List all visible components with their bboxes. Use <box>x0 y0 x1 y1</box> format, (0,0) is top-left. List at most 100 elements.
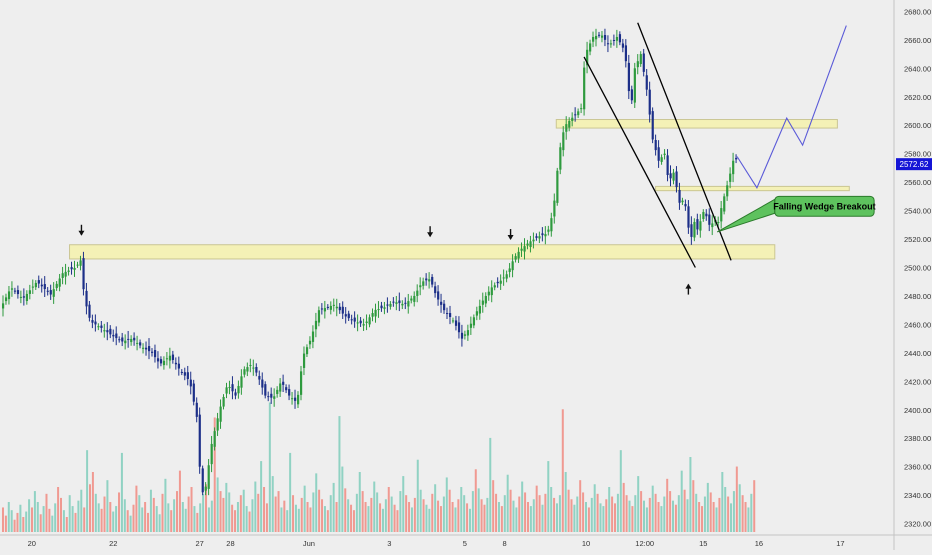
candle-body <box>332 304 335 306</box>
y-tick-label: 2620.00 <box>904 93 931 102</box>
candle-body <box>314 320 318 330</box>
volume-bar <box>509 489 512 532</box>
volume-bar <box>59 497 62 532</box>
volume-bar <box>466 503 469 532</box>
volume-bar <box>474 469 477 532</box>
volume-bar <box>451 502 454 532</box>
volume-bar <box>483 504 486 532</box>
volume-bar <box>312 492 315 532</box>
candle-body <box>186 372 189 380</box>
volume-bar <box>405 495 408 532</box>
volume-bar <box>358 472 361 532</box>
volume-bar <box>750 493 753 532</box>
candle-body <box>571 117 574 121</box>
y-tick-label: 2380.00 <box>904 434 931 443</box>
drawing-layer: Falling Wedge Breakout <box>78 22 876 295</box>
candle-body <box>690 224 693 237</box>
candle-body <box>67 270 70 272</box>
volume-bar <box>16 512 19 532</box>
candle-body <box>94 321 97 325</box>
y-tick-label: 2520.00 <box>904 235 931 244</box>
y-tick-label: 2420.00 <box>904 377 931 386</box>
candle-body <box>31 286 34 288</box>
current-price-badge-bg <box>896 158 932 171</box>
arrow-down-icon <box>427 232 434 238</box>
volume-bar <box>732 491 735 532</box>
y-tick-label: 2480.00 <box>904 292 931 301</box>
volume-bar <box>593 484 596 532</box>
volume-bar <box>410 507 413 532</box>
volume-bar <box>541 504 544 532</box>
candle-body <box>148 346 151 352</box>
candle-body <box>645 75 648 90</box>
candle-body <box>502 277 505 279</box>
volume-bar <box>77 500 80 532</box>
candle-body <box>612 39 616 41</box>
volume-bar <box>329 495 332 532</box>
volume-bar <box>309 507 312 532</box>
volume-bar <box>109 502 112 532</box>
volume-bar <box>216 477 219 532</box>
candle-body <box>362 324 365 326</box>
y-tick-label: 2540.00 <box>904 207 931 216</box>
candle-body <box>511 261 514 271</box>
candle-body <box>383 307 386 309</box>
volume-bar <box>294 504 297 532</box>
volume-bar <box>390 496 393 532</box>
candle-body <box>574 114 577 116</box>
volume-bar <box>526 502 529 532</box>
candle-body <box>258 375 261 380</box>
x-tick-label: 8 <box>503 539 507 548</box>
volume-bar <box>1 507 4 532</box>
volume-bar <box>582 492 585 532</box>
volume-bar <box>497 502 500 532</box>
candle-body <box>580 108 583 110</box>
volume-bar <box>152 497 155 532</box>
candle-body <box>597 34 601 36</box>
candle-body <box>240 376 243 388</box>
volume-bar <box>176 491 179 532</box>
candle-body <box>28 290 32 294</box>
candle-body <box>153 350 157 358</box>
volume-bar <box>57 487 60 532</box>
volume-bar <box>561 409 564 532</box>
volume-bar <box>86 450 89 532</box>
volume-bar <box>437 500 440 532</box>
current-price-badge: 2572.62 <box>896 158 932 171</box>
candle-body <box>85 290 88 307</box>
x-tick-label: 5 <box>463 539 467 548</box>
volume-bar <box>280 507 283 532</box>
candle-body <box>395 302 398 304</box>
volume-bar <box>263 487 266 532</box>
volume-bar <box>205 484 208 532</box>
volume-bar <box>695 493 698 532</box>
candle-body <box>249 364 252 366</box>
candle-body <box>410 298 413 301</box>
volume-bar <box>297 508 300 532</box>
volume-bar <box>118 492 121 532</box>
volume-bar <box>120 452 123 532</box>
volume-bar <box>570 499 573 532</box>
candle-body <box>523 246 526 252</box>
candle-body <box>91 320 94 323</box>
candle-body <box>294 397 297 401</box>
volume-bar <box>553 497 556 532</box>
volume-bar <box>564 472 567 532</box>
volume-bar <box>123 499 126 532</box>
candle-body <box>368 317 371 325</box>
volume-bar <box>51 515 54 532</box>
candle-body <box>636 61 639 68</box>
candle-body <box>541 233 544 236</box>
volume-bar <box>341 466 344 532</box>
volume-bar <box>654 493 657 532</box>
volume-bar <box>167 503 170 532</box>
volume-bar <box>236 502 239 532</box>
volume-bar <box>608 487 611 532</box>
volume-bar <box>181 502 184 532</box>
candle-body <box>404 302 407 304</box>
candle-body <box>428 279 431 282</box>
candle-body <box>711 223 714 228</box>
volume-bar <box>184 508 187 532</box>
